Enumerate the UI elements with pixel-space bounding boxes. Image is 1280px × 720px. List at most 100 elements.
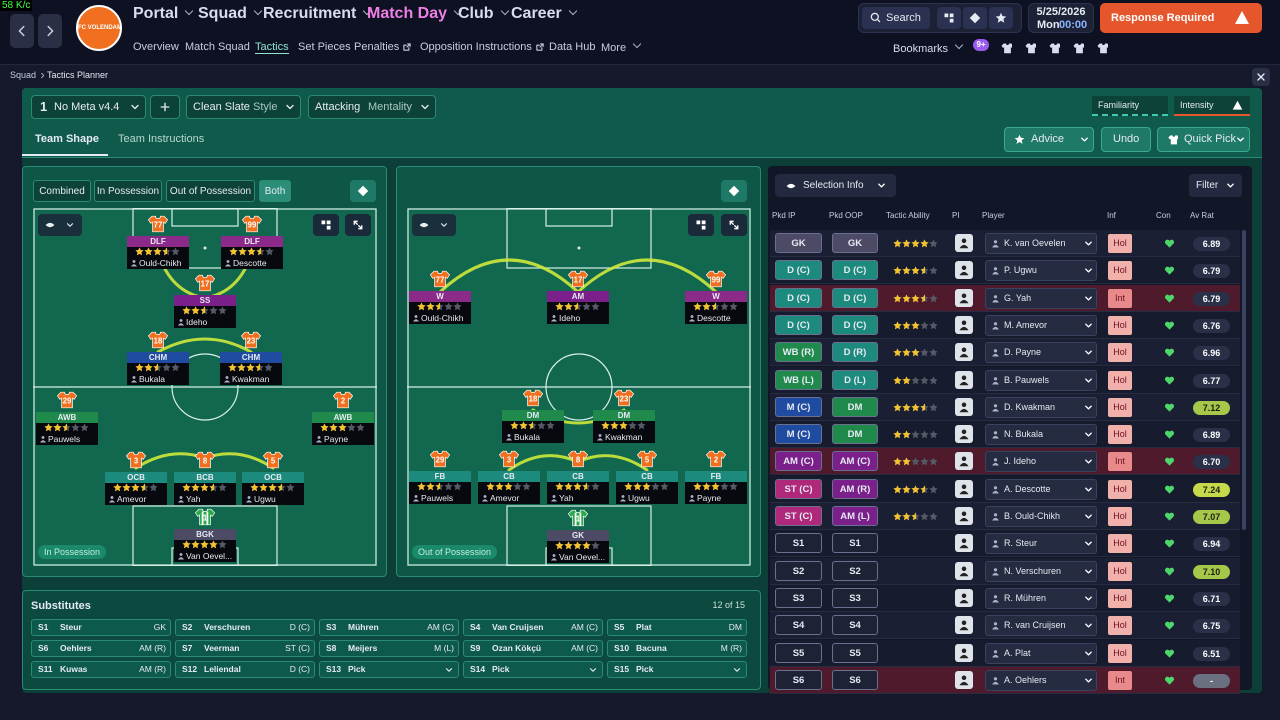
selection-row[interactable]: S6 S6 A. Oehlers Int - — [770, 666, 1240, 694]
player-dropdown[interactable]: D. Kwakman — [985, 396, 1097, 418]
player-card[interactable]: 18 CHM Bukala — [127, 329, 189, 387]
player-dropdown[interactable]: D. Payne — [985, 342, 1097, 364]
view-toggle[interactable]: In Possession — [94, 180, 162, 202]
substitute-slot[interactable]: S2 Verschuren D (C) — [175, 619, 315, 636]
move-button[interactable] — [721, 180, 747, 202]
view-toggle[interactable]: Combined — [33, 180, 91, 202]
action-button[interactable]: Quick Pick — [1157, 127, 1250, 152]
selection-row[interactable]: ST (C) AM (R) A. Descotte Hol 7.24 — [770, 475, 1240, 503]
player-instructions-button[interactable] — [955, 288, 973, 307]
selection-row[interactable]: S5 S5 A. Plat Hol 6.51 — [770, 639, 1240, 667]
main-nav-item[interactable]: Match Day — [367, 5, 461, 23]
main-nav-item[interactable]: Club — [458, 5, 508, 23]
selection-row[interactable]: S2 S2 N. Verschuren Hol 7.10 — [770, 557, 1240, 585]
player-card[interactable]: 2 FB Payne — [685, 448, 747, 506]
substitute-slot[interactable]: S10 Bacuna M (R) — [607, 640, 747, 657]
player-card[interactable]: 18 DM Bukala — [502, 387, 564, 445]
response-required-button[interactable]: Response Required — [1100, 3, 1262, 33]
player-dropdown[interactable]: R. Mühren — [985, 587, 1097, 609]
substitute-slot[interactable]: S1 Steur GK — [31, 619, 171, 636]
action-button[interactable]: Advice — [1004, 127, 1094, 152]
action-button[interactable]: Undo — [1101, 127, 1151, 152]
visibility-dropdown[interactable] — [38, 214, 82, 236]
player-dropdown[interactable]: A. Plat — [985, 642, 1097, 664]
player-instructions-button[interactable] — [955, 452, 973, 471]
sub-nav-item[interactable]: Opposition Instructions — [420, 41, 532, 53]
bookmarks[interactable]: Bookmarks — [893, 42, 962, 55]
sub-nav-item[interactable]: Set Pieces — [298, 41, 351, 53]
selection-row[interactable]: S3 S3 R. Mühren Hol 6.71 — [770, 584, 1240, 612]
player-card[interactable]: 3 OCB Amevor — [105, 449, 167, 507]
selection-row[interactable]: M (C) DM N. Bukala Hol 6.89 — [770, 421, 1240, 449]
player-instructions-button[interactable] — [955, 479, 973, 498]
player-dropdown[interactable]: R. van Cruijsen — [985, 615, 1097, 637]
main-nav-item[interactable]: Career — [511, 5, 576, 23]
substitute-slot[interactable]: S15 Pick — [607, 661, 747, 678]
player-instructions-button[interactable] — [955, 670, 973, 689]
player-instructions-button[interactable] — [955, 534, 973, 553]
player-instructions-button[interactable] — [955, 643, 973, 662]
player-card[interactable]: 5 OCB Ugwu — [242, 449, 304, 507]
player-instructions-button[interactable] — [955, 397, 973, 416]
selection-row[interactable]: WB (R) D (R) D. Payne Hol 6.96 — [770, 339, 1240, 367]
intensity-meter[interactable]: Intensity — [1174, 96, 1250, 116]
main-nav-item[interactable]: Recruitment — [263, 5, 370, 23]
selection-row[interactable]: D (C) D (C) M. Amevor Hol 6.76 — [770, 311, 1240, 339]
substitute-slot[interactable]: S7 Veerman ST (C) — [175, 640, 315, 657]
player-dropdown[interactable]: J. Ideho — [985, 451, 1097, 473]
substitute-slot[interactable]: S5 Plat DM — [607, 619, 747, 636]
selection-row[interactable]: S4 S4 R. van Cruijsen Hol 6.75 — [770, 612, 1240, 640]
player-card[interactable]: 99 DLF Descotte — [221, 213, 283, 271]
player-card[interactable]: 29 FB Pauwels — [409, 448, 471, 506]
player-card[interactable]: 8 CB Yah — [547, 448, 609, 506]
nav-arrow-button[interactable] — [38, 14, 62, 48]
nav-arrow-button[interactable] — [10, 14, 34, 48]
move-button[interactable] — [350, 180, 376, 202]
player-card[interactable]: 3 CB Amevor — [478, 448, 540, 506]
club-crest[interactable]: FC VOLENDAM — [76, 5, 122, 51]
player-card[interactable]: 77 DLF Ould-Chikh — [127, 213, 189, 271]
view-toggle[interactable]: Out of Possession — [166, 180, 255, 202]
player-card[interactable]: 23 DM Kwakman — [593, 387, 655, 445]
player-instructions-button[interactable] — [955, 315, 973, 334]
player-dropdown[interactable]: G. Yah — [985, 287, 1097, 309]
main-nav-item[interactable]: Portal — [133, 5, 192, 23]
filter-dropdown[interactable]: Filter — [1189, 174, 1242, 197]
player-dropdown[interactable]: B. Ould-Chikh — [985, 506, 1097, 527]
player-dropdown[interactable]: K. van Oevelen — [985, 233, 1097, 254]
breadcrumb-item[interactable]: Squad — [10, 70, 37, 80]
substitute-slot[interactable]: S11 Kuwas AM (R) — [31, 661, 171, 678]
substitute-slot[interactable]: S12 Leliendal D (C) — [175, 661, 315, 678]
pitch-tool-button[interactable] — [688, 214, 714, 236]
tab[interactable]: Team Instructions — [118, 133, 205, 145]
sub-nav-item[interactable]: More — [601, 41, 640, 54]
selection-row[interactable]: GK GK K. van Oevelen Hol 6.89 — [770, 230, 1240, 257]
tab[interactable]: Team Shape — [35, 133, 99, 145]
player-dropdown[interactable]: A. Oehlers — [985, 669, 1097, 691]
sub-nav-item[interactable]: Penalties — [354, 41, 400, 53]
selection-row[interactable]: M (C) DM D. Kwakman Hol 7.12 — [770, 393, 1240, 421]
player-card[interactable]: 29 AWB Pauwels — [36, 389, 98, 447]
player-instructions-button[interactable] — [955, 616, 973, 635]
sub-nav-item[interactable]: Overview — [133, 41, 179, 53]
player-instructions-button[interactable] — [955, 588, 973, 607]
substitute-slot[interactable]: S4 Van Cruijsen AM (C) — [463, 619, 603, 636]
player-dropdown[interactable]: R. Steur — [985, 533, 1097, 555]
visibility-dropdown[interactable] — [412, 214, 456, 236]
add-tactic-button[interactable] — [150, 95, 180, 119]
selection-row[interactable]: D (C) D (C) G. Yah Int 6.79 — [770, 284, 1240, 312]
selection-row[interactable]: ST (C) AM (L) B. Ould-Chikh Hol 7.07 — [770, 503, 1240, 530]
player-card[interactable]: 17 AM Ideho — [547, 268, 609, 326]
style-selector[interactable]: Clean Slate Style — [186, 95, 301, 119]
player-card[interactable]: 8 BCB Yah — [174, 449, 236, 507]
substitute-slot[interactable]: S6 Oehlers AM (R) — [31, 640, 171, 657]
tool-button[interactable] — [937, 7, 961, 29]
substitute-slot[interactable]: S3 Mühren AM (C) — [319, 619, 459, 636]
player-dropdown[interactable]: A. Descotte — [985, 478, 1097, 500]
player-card[interactable]: 77 W Ould-Chikh — [409, 268, 471, 326]
player-dropdown[interactable]: N. Bukala — [985, 424, 1097, 446]
substitute-slot[interactable]: S13 Pick — [319, 661, 459, 678]
player-card[interactable]: 23 CHM Kwakman — [220, 329, 282, 387]
selection-row[interactable]: D (C) D (C) P. Ugwu Hol 6.79 — [770, 257, 1240, 285]
player-instructions-button[interactable] — [955, 343, 973, 362]
